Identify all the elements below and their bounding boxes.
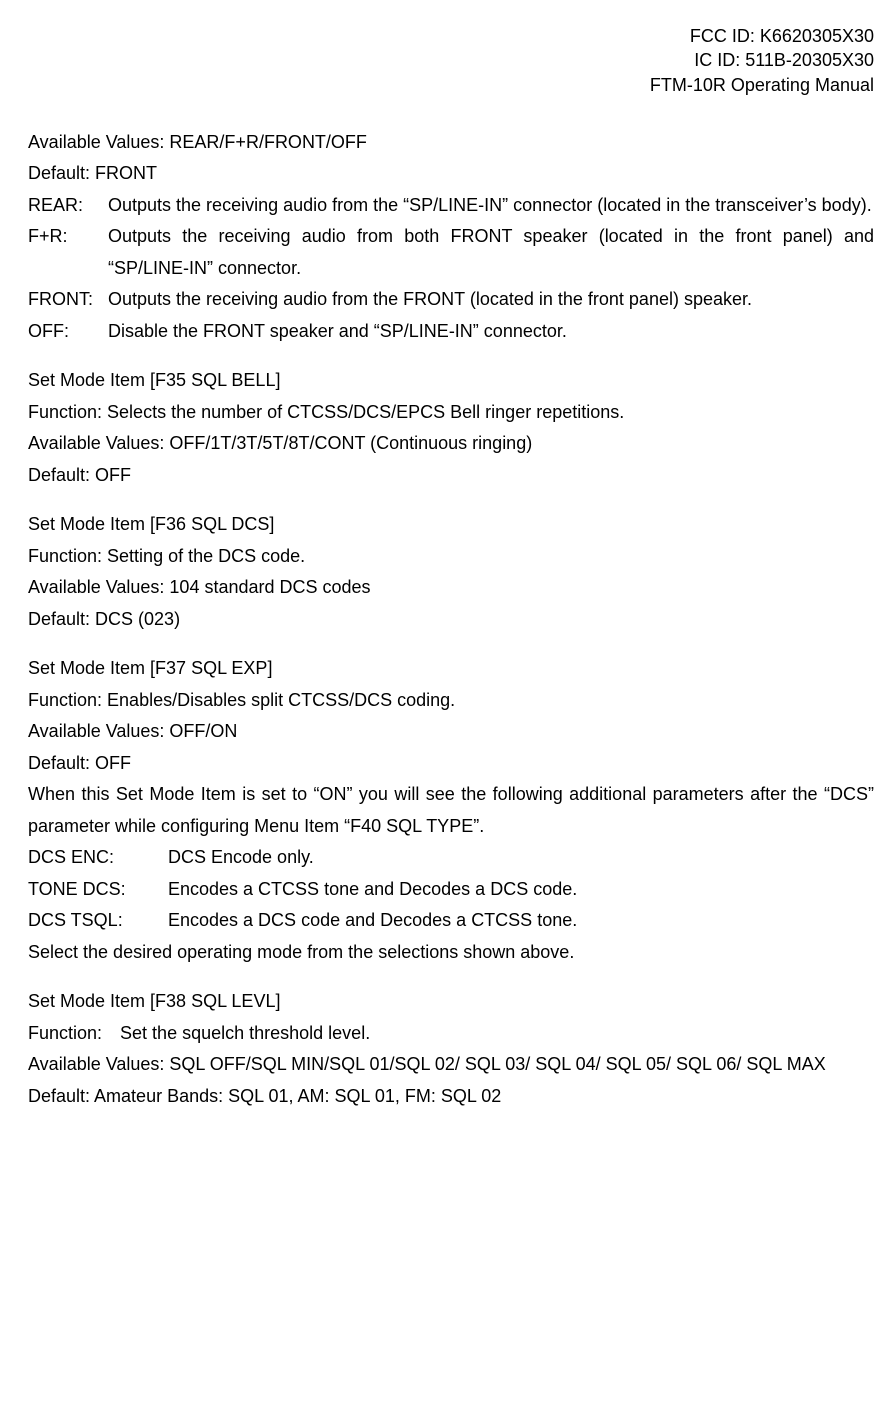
document-header: FCC ID: K6620305X30 IC ID: 511B-20305X30… <box>28 24 874 97</box>
manual-title-line: FTM-10R Operating Manual <box>28 73 874 97</box>
f35-title: Set Mode Item [F35 SQL BELL] <box>28 365 874 397</box>
def-desc-dcstsql: Encodes a DCS code and Decodes a CTCSS t… <box>168 905 874 937</box>
def-term-dcstsql: DCS TSQL: <box>28 905 168 937</box>
def-term-dcsenc: DCS ENC: <box>28 842 168 874</box>
f35-avail: Available Values: OFF/1T/3T/5T/8T/CONT (… <box>28 428 874 460</box>
def-row-front: FRONT: Outputs the receiving audio from … <box>28 284 874 316</box>
def-desc-fr: Outputs the receiving audio from both FR… <box>108 221 874 284</box>
def-term-tonedcs: TONE DCS: <box>28 874 168 906</box>
def-row-tonedcs: TONE DCS: Encodes a CTCSS tone and Decod… <box>28 874 874 906</box>
def-term-front: FRONT: <box>28 284 108 316</box>
def-desc-tonedcs: Encodes a CTCSS tone and Decodes a DCS c… <box>168 874 874 906</box>
f38-default: Default: Amateur Bands: SQL 01, AM: SQL … <box>28 1081 874 1113</box>
def-term-off: OFF: <box>28 316 108 348</box>
fcc-id-line: FCC ID: K6620305X30 <box>28 24 874 48</box>
f35-function: Function: Selects the number of CTCSS/DC… <box>28 397 874 429</box>
def-term-fr: F+R: <box>28 221 108 253</box>
f38-avail: Available Values: SQL OFF/SQL MIN/SQL 01… <box>28 1049 874 1081</box>
f38-function: Function: Set the squelch threshold leve… <box>28 1018 874 1050</box>
f36-default: Default: DCS (023) <box>28 604 874 636</box>
def-term-rear: REAR: <box>28 190 108 222</box>
f38-title: Set Mode Item [F38 SQL LEVL] <box>28 986 874 1018</box>
def-row-fr: F+R: Outputs the receiving audio from bo… <box>28 221 874 284</box>
f36-avail: Available Values: 104 standard DCS codes <box>28 572 874 604</box>
f36-function: Function: Setting of the DCS code. <box>28 541 874 573</box>
f35-default: Default: OFF <box>28 460 874 492</box>
def-row-off: OFF: Disable the FRONT speaker and “SP/L… <box>28 316 874 348</box>
f37-closing: Select the desired operating mode from t… <box>28 937 874 969</box>
def-row-dcsenc: DCS ENC: DCS Encode only. <box>28 842 874 874</box>
def-row-dcstsql: DCS TSQL: Encodes a DCS code and Decodes… <box>28 905 874 937</box>
def-desc-off: Disable the FRONT speaker and “SP/LINE-I… <box>108 316 874 348</box>
f36-title: Set Mode Item [F36 SQL DCS] <box>28 509 874 541</box>
f37-title: Set Mode Item [F37 SQL EXP] <box>28 653 874 685</box>
def-desc-dcsenc: DCS Encode only. <box>168 842 874 874</box>
ic-id-line: IC ID: 511B-20305X30 <box>28 48 874 72</box>
f37-function: Function: Enables/Disables split CTCSS/D… <box>28 685 874 717</box>
default-line: Default: FRONT <box>28 158 874 190</box>
f37-default: Default: OFF <box>28 748 874 780</box>
available-values-line: Available Values: REAR/F+R/FRONT/OFF <box>28 127 874 159</box>
f37-avail: Available Values: OFF/ON <box>28 716 874 748</box>
f37-note: When this Set Mode Item is set to “ON” y… <box>28 779 874 842</box>
def-row-rear: REAR: Outputs the receiving audio from t… <box>28 190 874 222</box>
def-desc-rear: Outputs the receiving audio from the “SP… <box>108 190 874 222</box>
def-desc-front: Outputs the receiving audio from the FRO… <box>108 284 874 316</box>
